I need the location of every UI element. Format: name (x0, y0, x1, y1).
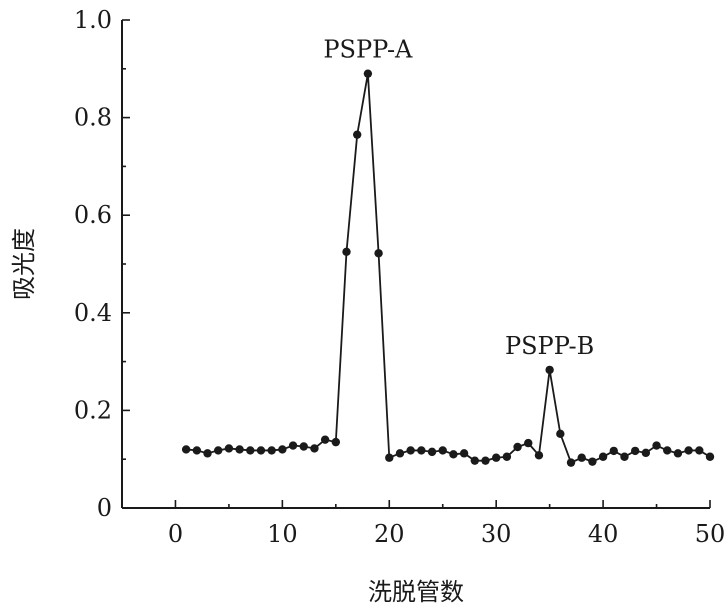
x-axis-label: 洗脱管数 (368, 578, 464, 606)
series-line (186, 73, 711, 464)
data-point (331, 437, 341, 447)
data-point (192, 446, 202, 455)
data-point (524, 438, 533, 448)
data-point (620, 452, 629, 461)
data-point (513, 442, 522, 452)
data-point (545, 365, 554, 375)
data-point (320, 435, 330, 444)
x-tick-label: 30 (481, 520, 512, 548)
data-point (395, 449, 405, 458)
data-point (427, 447, 437, 457)
annotations: PSPP-A PSPP-B (323, 36, 594, 360)
data-point (374, 249, 383, 258)
data-point (449, 450, 458, 459)
data-point (438, 446, 447, 455)
y-tick-label: 0 (97, 494, 112, 522)
y-tick-label: 0.2 (74, 396, 112, 424)
x-ticks: 0 10 20 30 40 50 (121, 500, 726, 548)
peak-annotation: PSPP-A (323, 36, 413, 64)
data-point (470, 456, 479, 465)
data-point (705, 452, 715, 461)
data-point (534, 451, 544, 460)
data-point (684, 446, 693, 455)
peak-annotation: PSPP-B (505, 332, 594, 360)
x-tick-label: 0 (168, 520, 183, 548)
data-point (630, 446, 640, 456)
data-point (556, 429, 565, 439)
data-point (491, 453, 501, 462)
data-point (406, 446, 415, 455)
data-point (609, 446, 618, 456)
data-point (342, 247, 351, 256)
data-point (459, 449, 469, 458)
data-point (577, 453, 586, 462)
data-point (673, 449, 683, 458)
x-tick-label: 20 (374, 520, 405, 548)
y-tick-label: 0.8 (74, 104, 112, 132)
y-tick-label: 0.6 (74, 201, 112, 229)
data-point (598, 452, 608, 461)
data-point (246, 446, 255, 455)
data-point (353, 130, 362, 139)
data-point (566, 458, 576, 467)
data-point (481, 456, 490, 465)
data-point (203, 449, 212, 458)
data-point (235, 445, 244, 454)
data-point (385, 453, 394, 462)
data-point (363, 69, 373, 78)
data-point (695, 446, 704, 455)
data-point (181, 445, 191, 454)
x-tick-label: 40 (588, 520, 619, 548)
data-point (310, 444, 319, 453)
y-tick-label: 1.0 (74, 6, 112, 34)
data-point (278, 445, 287, 454)
data-point (652, 441, 661, 450)
y-tick-label: 0.4 (74, 299, 112, 327)
data-point (502, 452, 512, 461)
data-point (288, 441, 298, 450)
data-point (641, 448, 651, 458)
data-point (256, 446, 266, 455)
axes (121, 20, 710, 509)
x-tick-label: 50 (695, 520, 726, 548)
data-point (214, 446, 223, 455)
data-point (299, 442, 308, 451)
plot-area (181, 69, 715, 467)
data-point (267, 446, 276, 455)
data-point (663, 446, 672, 455)
data-point (588, 457, 597, 466)
data-point (224, 444, 234, 453)
y-ticks: 0 0.2 0.4 0.6 0.8 1.0 (74, 6, 130, 522)
x-tick-label: 10 (267, 520, 298, 548)
data-point (417, 446, 426, 455)
y-axis-label: 吸光度 (10, 228, 38, 300)
